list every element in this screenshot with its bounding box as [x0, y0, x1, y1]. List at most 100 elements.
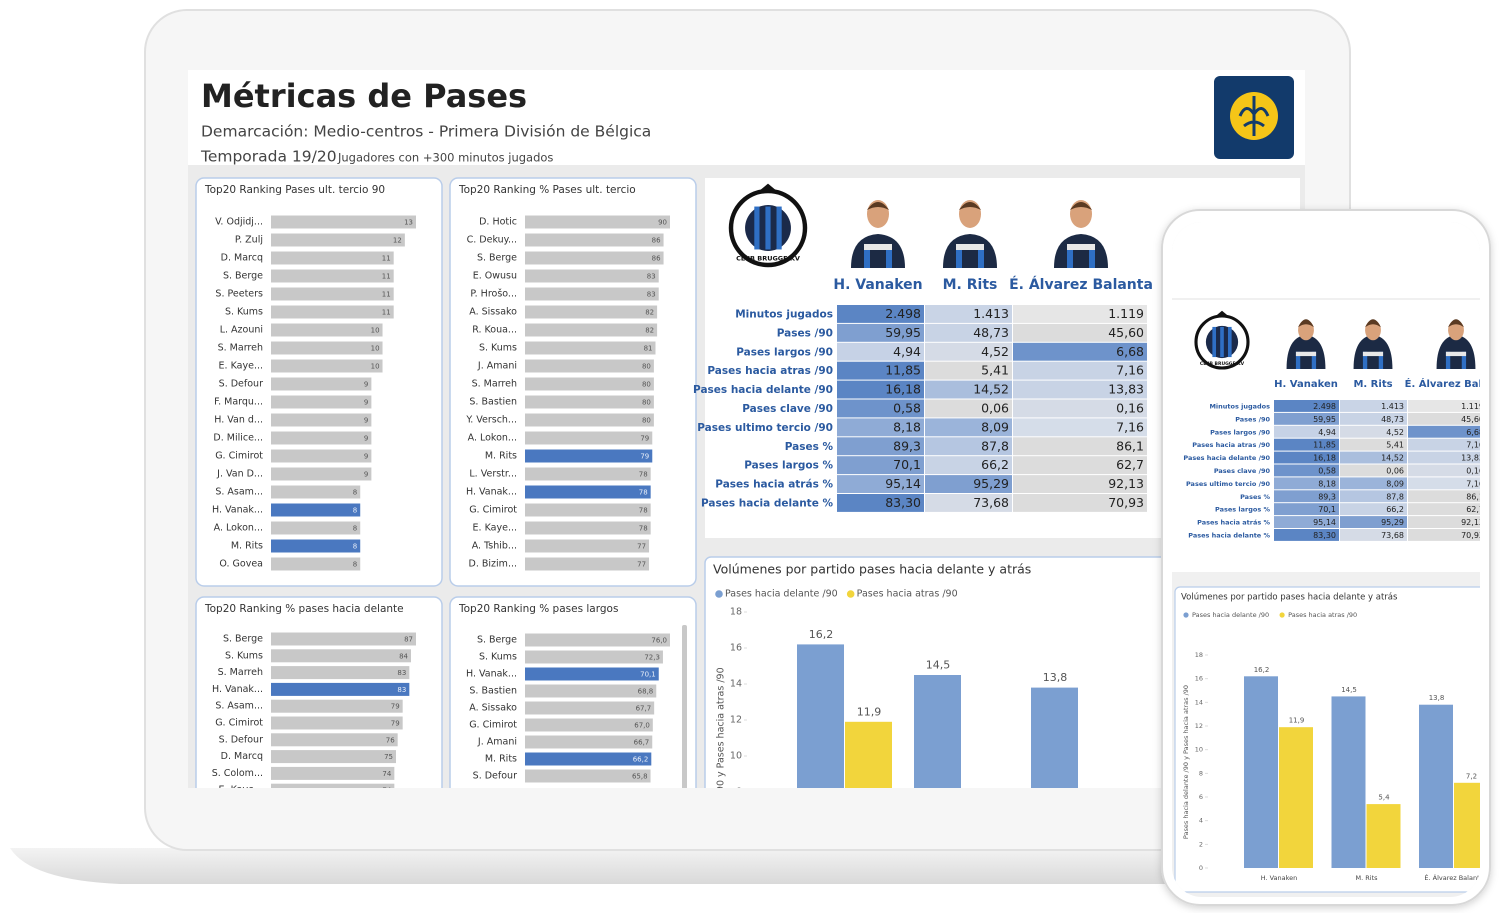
row-label: Pases hacia atras /90 [707, 365, 833, 377]
category-label: S. Bastien [469, 686, 517, 697]
cell-value: 11,85 [885, 363, 921, 378]
row-label: Pases hacia delante /90 [1183, 454, 1270, 462]
table-cell [925, 399, 1012, 418]
value-label: 13,8 [1429, 694, 1445, 702]
table-cell [1408, 451, 1480, 464]
x-tick-label: M. Rits [1356, 874, 1379, 882]
category-label: P. Hrošo... [470, 289, 517, 300]
table-cell [1274, 477, 1339, 490]
value-label: 86 [652, 255, 661, 263]
panel-title: Top20 Ranking % Pases ult. tercio [458, 184, 636, 196]
value-label: 83 [647, 291, 656, 299]
table-cell [1408, 503, 1480, 516]
value-label: 81 [644, 345, 653, 353]
club-logo [765, 206, 771, 250]
y-tick-label: 12 [730, 715, 742, 726]
value-label: 76 [386, 736, 395, 744]
cell-value: 8,09 [1386, 479, 1404, 488]
bar [271, 269, 394, 283]
table-cell [837, 475, 924, 493]
bar [271, 682, 410, 696]
bar [271, 632, 416, 646]
cell-value: 59,95 [885, 325, 921, 340]
table-cell [1013, 361, 1147, 380]
bar [525, 341, 656, 355]
table-cell [837, 494, 924, 512]
value-label: 78 [639, 525, 648, 533]
value-label: 84 [399, 652, 408, 660]
cell-value: 92,13 [1461, 518, 1484, 527]
category-label: H. Van d... [214, 415, 263, 426]
x-tick-label: É. Álvarez Balanta [1424, 873, 1483, 882]
category-label: S. Kums [225, 650, 263, 661]
bar [271, 251, 394, 265]
category-label: D. Milice... [213, 433, 263, 444]
club-logo [776, 206, 782, 250]
table-cell [1340, 529, 1407, 541]
laptop-base [10, 848, 1490, 884]
bar [271, 413, 372, 427]
bar [271, 287, 394, 301]
category-label: S. Kums [479, 343, 517, 354]
category-label: L. Azouni [220, 325, 263, 336]
legend-swatch [1279, 612, 1285, 618]
y-tick-label: 10 [1195, 746, 1203, 754]
table-cell [1340, 451, 1407, 464]
bar [271, 699, 403, 713]
cell-value: 16,18 [1313, 454, 1336, 463]
category-label: G. Cimirot [215, 718, 263, 729]
phone-header [1172, 222, 1480, 298]
cell-value: 92,13 [1108, 476, 1144, 491]
bar [271, 395, 372, 409]
table-cell [837, 361, 924, 380]
table-cell [1013, 342, 1147, 361]
bar [271, 557, 361, 571]
cell-value: 16,18 [885, 382, 921, 397]
table-cell [925, 342, 1012, 361]
category-label: E. Kaye... [473, 523, 517, 534]
table-cell [1408, 464, 1480, 477]
bar [525, 251, 664, 265]
value-label: 80 [642, 417, 651, 425]
bar [525, 503, 651, 517]
season-note: Jugadores con +300 minutos jugados [337, 151, 553, 165]
cell-value: 70,93 [1461, 531, 1484, 540]
value-label: 8 [353, 525, 357, 533]
bar [271, 233, 405, 247]
y-tick-label: 14 [730, 679, 742, 690]
category-label: J. Amani [477, 737, 517, 748]
category-label: R. Koua... [472, 325, 517, 336]
table-cell [1013, 437, 1147, 456]
row-label: Pases /90 [777, 327, 833, 339]
y-tick-label: 2 [1199, 840, 1203, 848]
cell-value: 48,73 [973, 325, 1009, 340]
table-cell [925, 305, 1012, 323]
subtitle: Demarcación: Medio-centros - Primera Div… [201, 123, 651, 141]
cell-value: 2.498 [1313, 402, 1336, 411]
cell-value: 7,16 [1466, 441, 1484, 450]
x-tick-label: H. Vanaken [1261, 874, 1298, 882]
value-label: 76,0 [651, 637, 667, 645]
category-label: S. Asam... [215, 487, 263, 498]
category-label: H. Vanak... [212, 684, 263, 695]
value-label: 8 [353, 561, 357, 569]
table-cell [1408, 425, 1480, 438]
value-label: 9 [364, 435, 368, 443]
value-label: 14,5 [926, 659, 951, 672]
table-cell [1408, 477, 1480, 490]
category-label: S. Berge [477, 635, 517, 646]
category-label: S. Defour [219, 379, 263, 390]
player-name: É. Álvarez Balanta [1405, 377, 1500, 390]
value-label: 16,2 [809, 628, 834, 641]
category-label: S. Defour [219, 734, 263, 745]
category-label: M. Rits [485, 451, 517, 462]
bar [525, 431, 653, 445]
category-label: A. Lokon... [214, 523, 263, 534]
table-cell [837, 399, 924, 418]
row-label: Minutos jugados [735, 308, 833, 320]
cell-value: 0,06 [1386, 466, 1404, 475]
table-cell [925, 380, 1012, 399]
bar [1419, 704, 1453, 868]
cell-value: 0,16 [1466, 466, 1484, 475]
value-label: 68,8 [638, 688, 654, 696]
